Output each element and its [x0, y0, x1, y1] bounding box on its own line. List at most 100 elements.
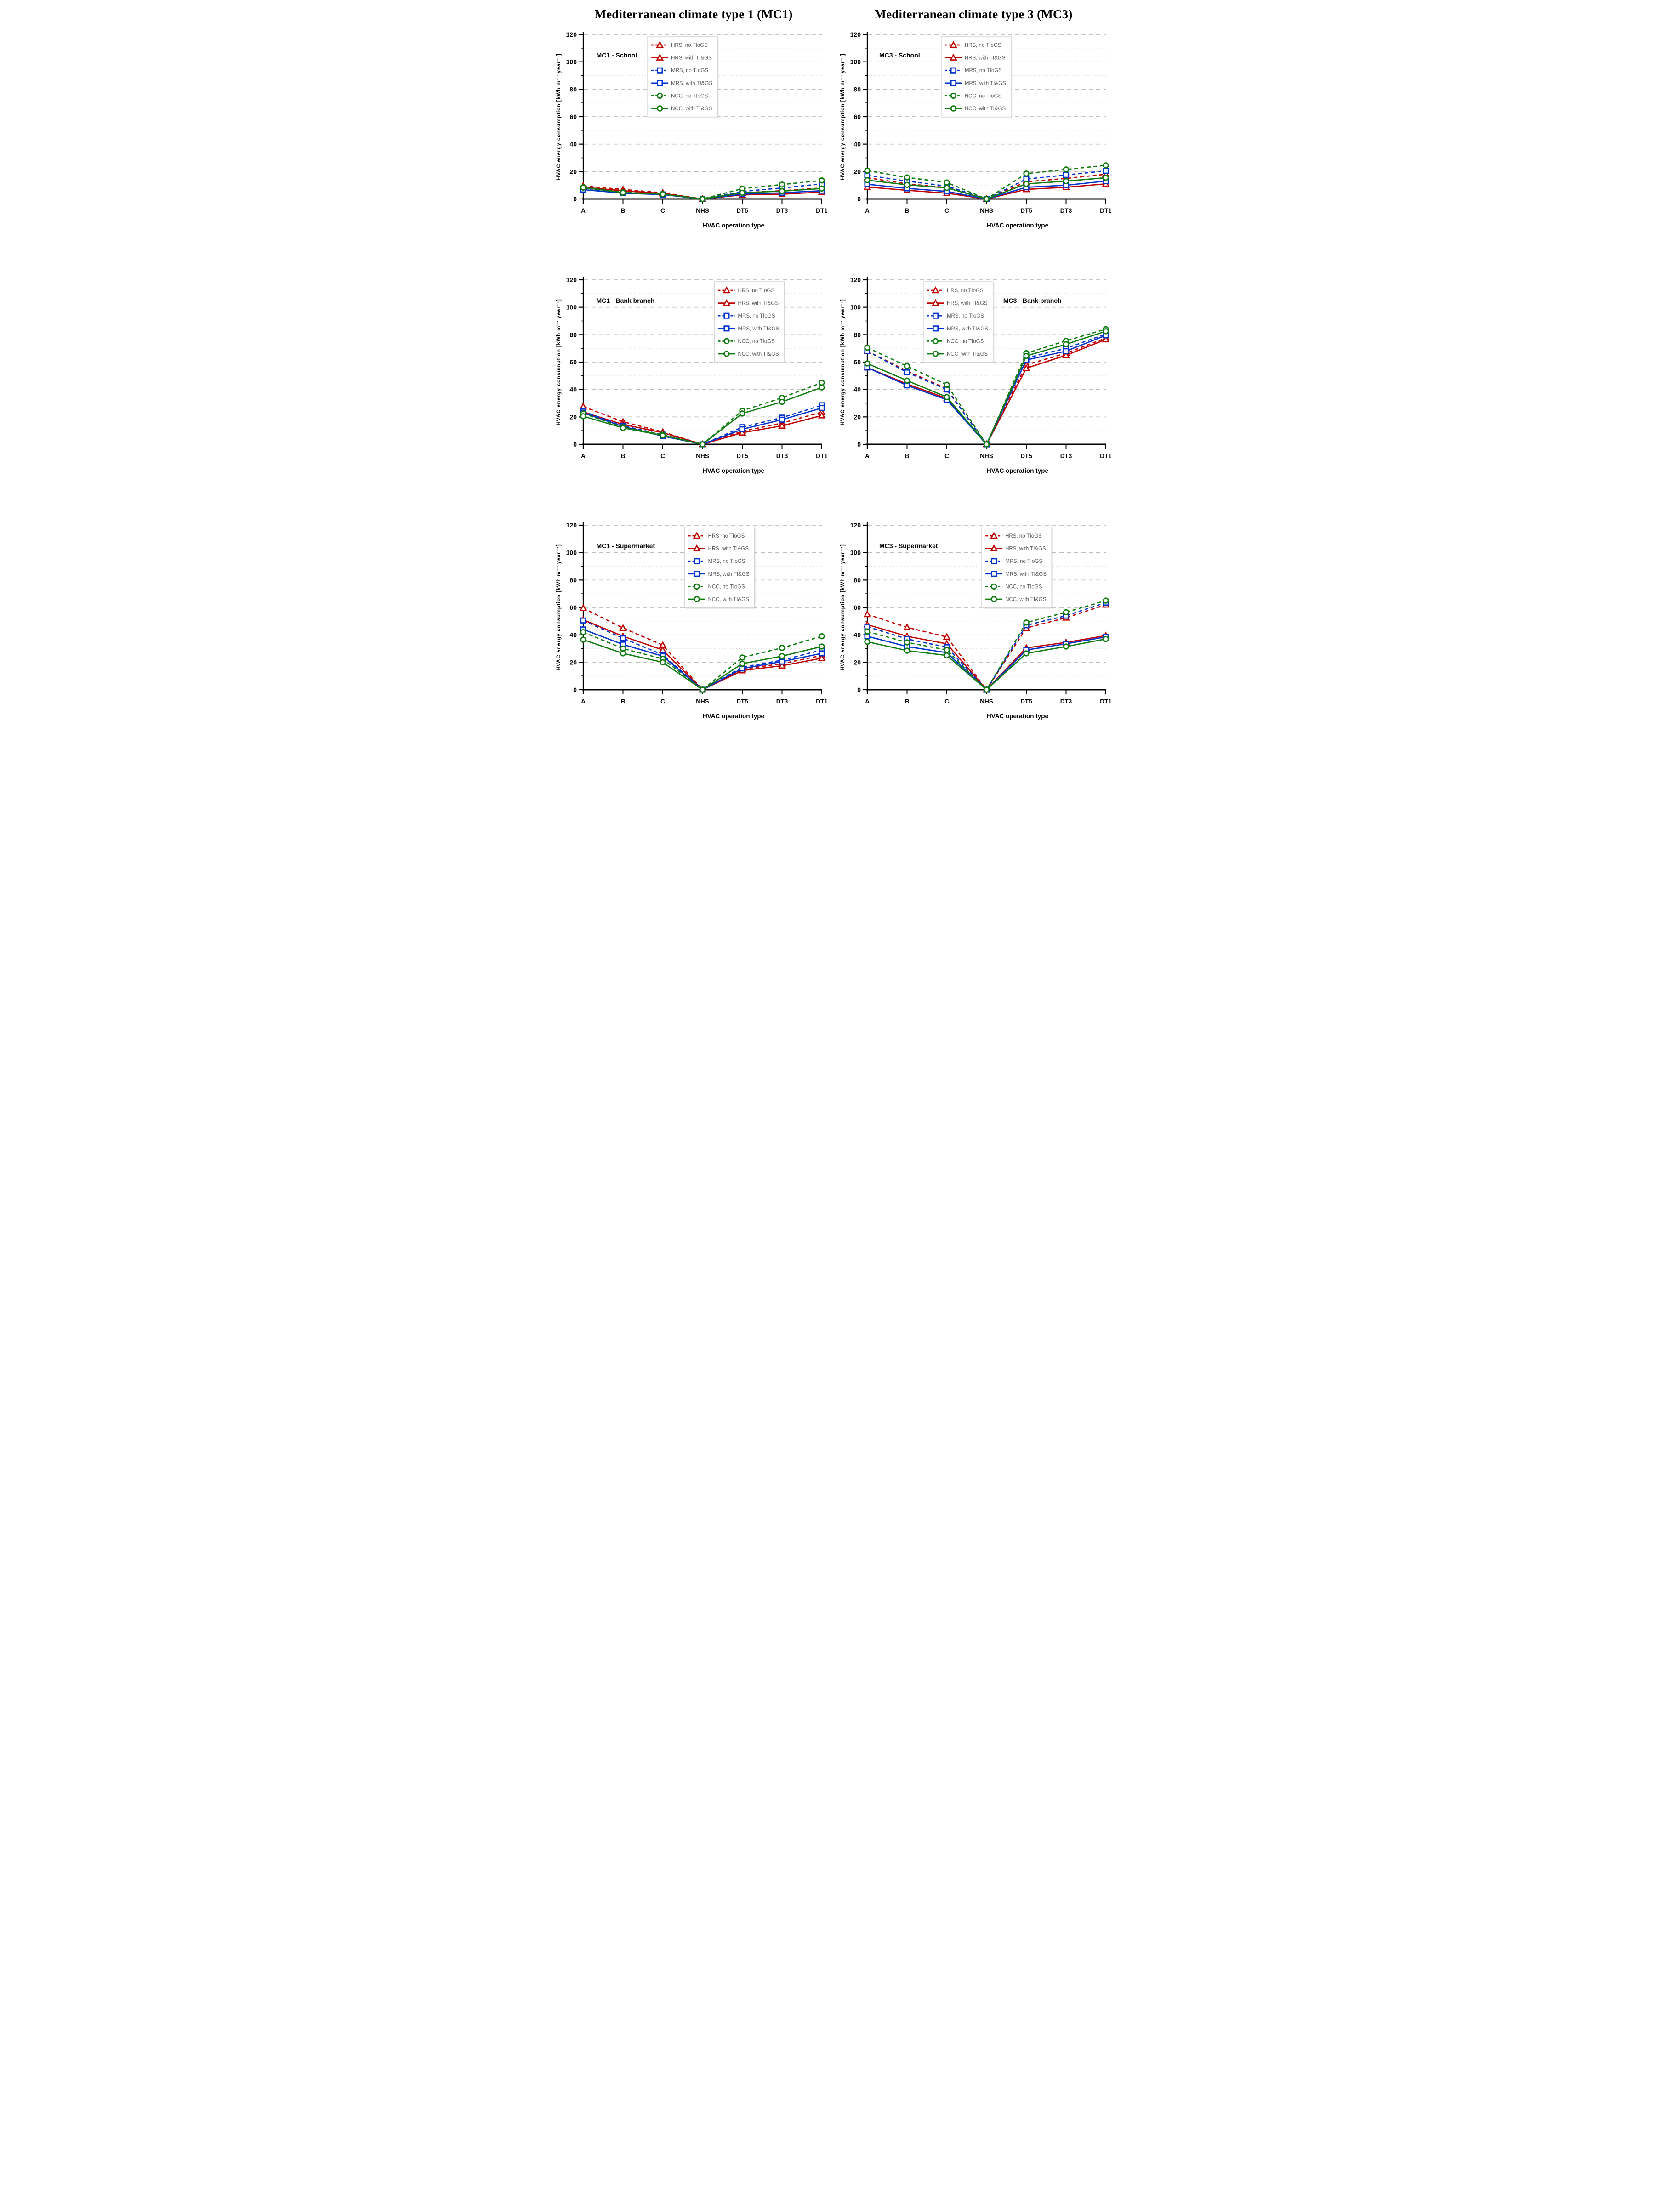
legend-item: HRS, no TIoGS	[717, 286, 774, 294]
x-axis-ticks: A B C NHS DT5 DT3 DT1	[581, 690, 827, 705]
x-tick-label: NHS	[980, 453, 993, 459]
legend-label: MRS, no TIoGS	[708, 559, 745, 564]
y-tick-label: 80	[569, 85, 577, 93]
legend-label: HRS, no TIoGS	[964, 43, 1001, 48]
legend-item: NCC, with TI&GS	[688, 596, 749, 602]
x-tick-label: C	[660, 207, 665, 214]
gridlines	[584, 279, 822, 431]
legend-item: HRS, with TI&GS	[688, 544, 749, 552]
y-tick-label: 120	[566, 276, 577, 284]
chart-mc3-supermarket: 0 20 40 60 80 100 120 A B C NHS DT5 DT3 DT1 HVAC opera…	[837, 519, 1114, 738]
y-axis-title: HVAC energy consumption [kWh m⁻² year⁻¹]	[556, 53, 562, 180]
legend-label: MRS, no TIoGS	[964, 68, 1001, 74]
chart-inner-title: MC1 - Bank branch	[596, 297, 654, 304]
x-axis-title: HVAC operation type	[986, 222, 1048, 229]
legend-label: NCC, with TI&GS	[964, 106, 1006, 112]
y-axis-ticks: 0 20 40 60 80 100 120	[566, 31, 583, 203]
legend-item: NCC, with TI&GS	[927, 351, 988, 357]
legend-label: NCC, with TI&GS	[738, 352, 779, 357]
y-tick-label: 100	[850, 304, 861, 311]
series-triangle-solid	[863, 620, 1109, 693]
y-tick-label: 0	[857, 195, 861, 203]
x-tick-label: DT3	[1060, 207, 1072, 214]
legend-item: NCC, no TIoGS	[944, 92, 1001, 99]
legend-item: MRS, no TIoGS	[688, 558, 745, 564]
x-tick-label: B	[620, 207, 625, 214]
x-tick-label: NHS	[696, 698, 709, 705]
x-tick-label: DT5	[1020, 698, 1032, 705]
legend-label: NCC, with TI&GS	[671, 106, 712, 112]
x-tick-label: A	[581, 453, 586, 459]
series-square-solid	[580, 626, 825, 693]
legend-item: MRS, with TI&GS	[985, 571, 1047, 577]
series-circle-solid	[864, 328, 1109, 448]
x-tick-label: B	[620, 698, 625, 705]
legend-item: MRS, with TI&GS	[944, 80, 1006, 86]
legend-item: MRS, no TIoGS	[717, 312, 775, 319]
x-axis-ticks: A B C NHS DT5 DT3 DT1	[865, 690, 1111, 705]
legend-label: MRS, with TI&GS	[671, 81, 712, 86]
legend-label: MRS, with TI&GS	[964, 81, 1006, 86]
chart-mc1-supermarket-svg: 0 20 40 60 80 100 120 A B C NHS DT5 DT3 DT1 HVAC opera…	[553, 519, 827, 738]
chart-mc3-bank-branch-svg: 0 20 40 60 80 100 120 A B C NHS DT5 DT3 DT1 HVAC opera…	[837, 273, 1111, 493]
legend-item: HRS, with TI&GS	[985, 544, 1046, 552]
legend-label: MRS, no TIoGS	[671, 68, 708, 74]
y-tick-label: 80	[853, 576, 861, 584]
y-axis-ticks: 0 20 40 60 80 100 120	[850, 31, 867, 203]
chart-inner-title: MC1 - School	[596, 51, 637, 59]
legend-item: HRS, no TIoGS	[651, 41, 708, 48]
y-tick-label: 60	[569, 604, 577, 611]
legend-item: MRS, no TIoGS	[985, 558, 1042, 564]
y-tick-label: 20	[853, 168, 861, 175]
y-tick-label: 100	[850, 58, 861, 66]
y-tick-label: 40	[853, 141, 861, 148]
y-tick-label: 20	[569, 413, 577, 420]
series-circle-dashed	[580, 380, 825, 448]
x-tick-label: DT1	[1100, 207, 1111, 214]
y-tick-label: 60	[853, 604, 861, 611]
legend-item: NCC, no TIoGS	[927, 338, 984, 344]
chart-inner-title: MC3 - School	[879, 51, 920, 59]
legend-item: NCC, with TI&GS	[985, 596, 1046, 602]
y-tick-label: 120	[850, 522, 861, 529]
legend-item: HRS, no TIoGS	[688, 532, 745, 539]
x-tick-label: DT1	[816, 453, 827, 459]
legend: HRS, no TIoGS HRS, with TI&GS MRS, no TIoG…	[981, 527, 1053, 609]
y-axis-title: HVAC energy consumption [kWh m⁻² year⁻¹]	[840, 299, 846, 425]
legend-item: NCC, no TIoGS	[651, 92, 708, 99]
x-axis-title: HVAC operation type	[702, 222, 764, 229]
legend-label: MRS, with TI&GS	[708, 572, 749, 577]
legend-label: MRS, no TIoGS	[946, 313, 984, 319]
y-tick-label: 60	[569, 113, 577, 120]
y-tick-label: 20	[569, 658, 577, 666]
y-tick-label: 120	[850, 31, 861, 38]
y-tick-label: 100	[566, 549, 577, 556]
y-tick-label: 100	[850, 549, 861, 556]
y-tick-label: 60	[569, 358, 577, 366]
x-tick-label: C	[660, 453, 665, 459]
legend-label: NCC, with TI&GS	[946, 352, 988, 357]
legend-item: NCC, no TIoGS	[688, 583, 745, 590]
series-triangle-solid	[579, 408, 825, 448]
y-tick-label: 0	[857, 686, 861, 693]
x-tick-label: C	[944, 698, 949, 705]
legend-label: HRS, no TIoGS	[946, 288, 983, 294]
legend-label: HRS, with TI&GS	[708, 546, 749, 552]
figure-page: Mediterranean climate type 1 (MC1) Medit…	[553, 0, 1114, 752]
x-tick-label: DT1	[1100, 698, 1111, 705]
y-tick-label: 80	[569, 331, 577, 338]
y-tick-label: 80	[853, 331, 861, 338]
chart-mc3-supermarket-svg: 0 20 40 60 80 100 120 A B C NHS DT5 DT3 DT1 HVAC opera…	[837, 519, 1111, 738]
y-tick-label: 120	[566, 522, 577, 529]
x-tick-label: NHS	[980, 207, 993, 214]
legend: HRS, no TIoGS HRS, with TI&GS MRS, no TIoG…	[647, 36, 719, 119]
legend-label: MRS, with TI&GS	[946, 326, 988, 332]
y-tick-label: 80	[853, 85, 861, 93]
x-tick-label: B	[905, 453, 909, 459]
x-tick-label: DT5	[1020, 207, 1032, 214]
series-triangle-dashed	[579, 604, 825, 693]
x-axis-ticks: A B C NHS DT5 DT3 DT1	[581, 444, 827, 459]
legend-label: HRS, no TIoGS	[1005, 533, 1042, 539]
y-tick-label: 20	[853, 413, 861, 420]
x-tick-label: B	[905, 698, 909, 705]
